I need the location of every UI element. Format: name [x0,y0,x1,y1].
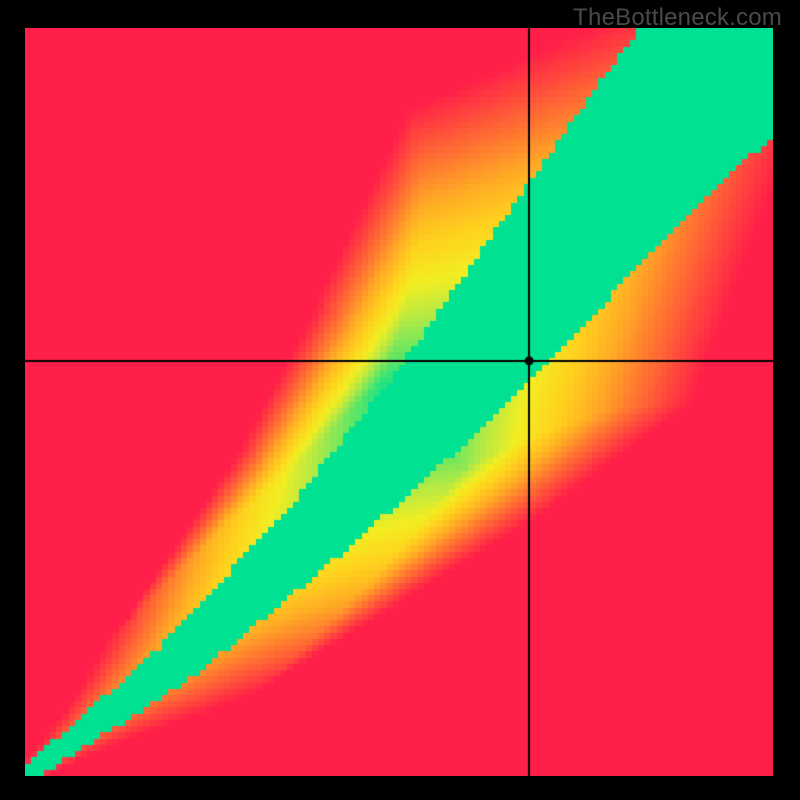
watermark-text: TheBottleneck.com [573,4,782,32]
chart-container: TheBottleneck.com [0,0,800,800]
bottleneck-heatmap [25,28,773,776]
